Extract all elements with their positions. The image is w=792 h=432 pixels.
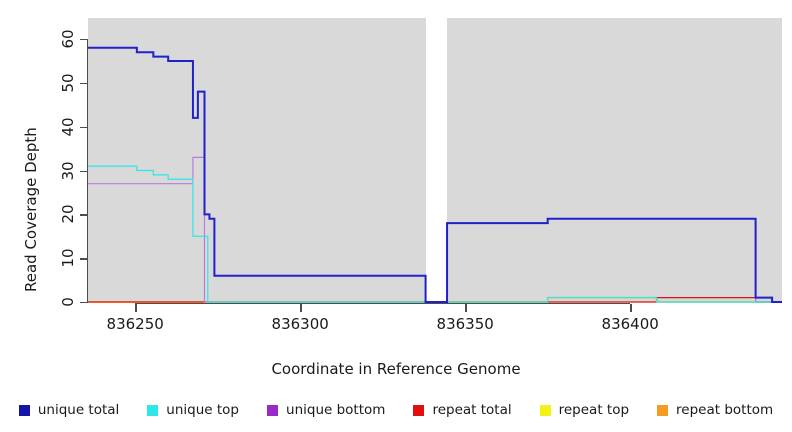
x-axis-title: Coordinate in Reference Genome (271, 360, 521, 378)
x-tick (630, 304, 632, 312)
y-tick (80, 258, 88, 260)
y-tick-label: 10 (59, 248, 77, 268)
legend-label: unique total (37, 402, 120, 418)
y-tick (80, 126, 88, 129)
y-tick (80, 302, 88, 304)
no-data-gap (425, 17, 448, 303)
series-line-unique-total (88, 46, 782, 303)
y-tick-label: 60 (59, 29, 77, 49)
legend-label: unique top (166, 402, 240, 418)
legend-swatch-icon (657, 404, 669, 416)
y-tick (80, 39, 88, 41)
legend-swatch-icon (18, 404, 30, 416)
legend-item-repeat-top: repeat top (539, 402, 630, 418)
y-tick-label: 40 (59, 117, 77, 137)
legend-item-unique-top: unique top (147, 402, 239, 418)
x-tick (135, 304, 137, 312)
legend-label: repeat top (558, 402, 630, 418)
y-tick (80, 170, 88, 172)
series-line-unique-top (88, 165, 782, 303)
y-tick (80, 214, 88, 216)
x-tick-label: 836400 (601, 315, 659, 333)
legend-swatch-icon (147, 404, 159, 416)
y-tick-label: 50 (59, 73, 77, 93)
legend-label: unique bottom (286, 402, 386, 418)
legend-swatch-icon (267, 404, 279, 416)
chart-legend: unique total unique top unique bottom repea… (0, 398, 792, 422)
legend-item-repeat-bottom: repeat bottom (657, 402, 773, 418)
legend-label: repeat total (432, 402, 512, 418)
y-axis-line (87, 39, 89, 302)
legend-swatch-icon (539, 404, 551, 416)
x-tick (300, 304, 302, 312)
legend-item-unique-bottom: unique bottom (267, 402, 385, 418)
y-tick-label: 30 (59, 160, 77, 181)
y-axis-title: Read Coverage Depth (22, 127, 40, 292)
legend-item-repeat-total: repeat total (413, 402, 512, 418)
x-axis-line (135, 303, 631, 305)
y-tick-label: 0 (59, 297, 77, 307)
x-tick-label: 836250 (106, 315, 164, 333)
legend-label: repeat bottom (676, 402, 774, 418)
x-tick (465, 304, 467, 312)
x-tick-label: 836300 (271, 315, 329, 333)
x-tick-label: 836350 (436, 315, 494, 333)
legend-item-unique-total: unique total (18, 402, 120, 418)
y-tick-label: 20 (59, 204, 77, 224)
y-tick (80, 82, 88, 85)
legend-swatch-icon (413, 404, 425, 416)
